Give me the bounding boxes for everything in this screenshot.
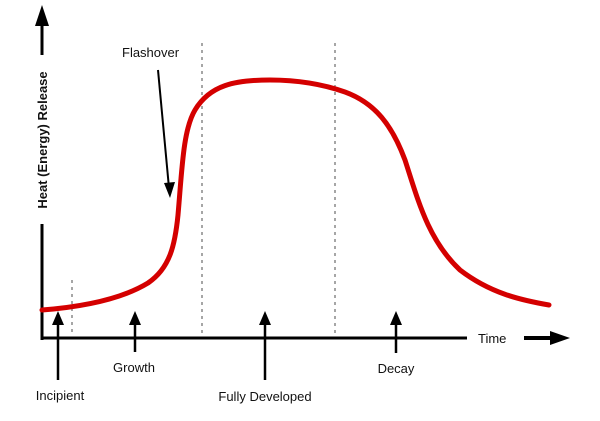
- fully-developed-arrowhead: [259, 311, 271, 325]
- flashover-arrow: [157, 69, 170, 189]
- growth-arrowhead: [129, 311, 141, 325]
- y-axis-arrowhead: [35, 5, 49, 26]
- x-axis-arrowhead: [550, 331, 570, 345]
- stage-label-growth: Growth: [113, 360, 155, 375]
- flashover-arrowhead: [164, 182, 175, 198]
- x-axis-label: Time: [478, 331, 506, 346]
- y-axis-label: Heat (Energy) Release: [35, 71, 50, 208]
- stage-label-fully-developed: Fully Developed: [218, 389, 311, 404]
- stage-label-decay: Decay: [378, 361, 415, 376]
- stage-fully-developed: Fully Developed: [218, 311, 312, 404]
- decay-arrowhead: [390, 311, 402, 325]
- flashover-label: Flashover: [122, 45, 180, 60]
- stage-growth: Growth: [113, 311, 155, 375]
- stage-incipient: Incipient: [36, 311, 85, 403]
- heat-release-curve: [39, 77, 552, 313]
- incipient-arrowhead: [52, 311, 64, 325]
- stage-decay: Decay: [378, 311, 415, 376]
- stage-label-incipient: Incipient: [36, 388, 85, 403]
